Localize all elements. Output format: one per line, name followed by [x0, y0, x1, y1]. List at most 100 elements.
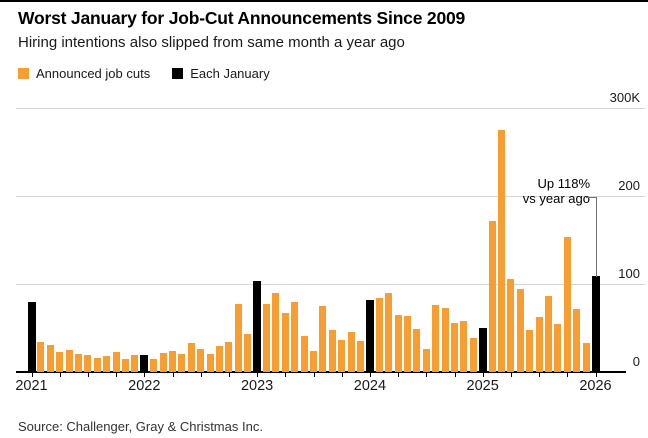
bar-nov-2024	[460, 321, 468, 372]
x-axis-label-2026: 2026	[579, 378, 612, 394]
chart-title: Worst January for Job-Cut Announcements …	[18, 8, 466, 28]
bar-aug-2023	[319, 306, 327, 372]
x-axis-tick	[539, 373, 541, 377]
x-axis-tick	[510, 373, 512, 377]
bar-jun-2023	[300, 336, 308, 372]
bar-oct-2025	[563, 237, 571, 372]
source-note: Source: Challenger, Gray & Christmas Inc…	[18, 419, 263, 434]
bar-may-2022	[178, 354, 186, 372]
january-bar-jan-2024	[365, 300, 374, 372]
x-axis-tick	[341, 373, 343, 377]
bar-aug-2024	[432, 305, 440, 372]
bar-mar-2022	[159, 353, 167, 372]
bar-nov-2025	[573, 309, 581, 372]
x-axis-tick	[31, 373, 33, 377]
gridline-200	[16, 196, 645, 197]
annotation-connector-vertical	[596, 197, 597, 277]
bar-jun-2022	[187, 343, 195, 372]
bar-mar-2021	[46, 345, 54, 372]
x-axis-tick	[116, 373, 118, 377]
bar-feb-2022	[150, 359, 158, 372]
x-axis-label-2023: 2023	[240, 378, 274, 394]
x-axis-tick	[595, 373, 597, 377]
bar-dec-2023	[357, 341, 364, 372]
x-axis-tick	[567, 373, 569, 377]
bar-oct-2022	[225, 342, 233, 372]
bar-may-2025	[516, 289, 524, 372]
legend: Announced job cuts Each January	[18, 66, 270, 81]
x-axis-tick	[285, 373, 287, 377]
x-axis-tick	[313, 373, 315, 377]
bar-oct-2021	[112, 352, 120, 372]
x-axis-tick	[482, 373, 484, 377]
x-axis-label-2021: 2021	[15, 378, 48, 394]
x-axis-tick	[257, 373, 259, 377]
bar-aug-2022	[206, 354, 214, 372]
legend-label: Each January	[190, 66, 270, 81]
annotation-line1: Up 118%	[537, 176, 590, 191]
bar-mar-2024	[385, 293, 393, 372]
y-axis-label-0: 0	[632, 354, 640, 369]
bar-apr-2024	[394, 315, 402, 372]
bar-apr-2021	[56, 352, 64, 372]
bar-sep-2023	[328, 330, 336, 372]
bar-nov-2023	[347, 332, 355, 372]
legend-item-announced-job-cuts: Announced job cuts	[18, 66, 150, 81]
bar-dec-2022	[244, 334, 252, 372]
january-bar-jan-2021	[27, 302, 36, 372]
legend-item-each-january: Each January	[172, 66, 270, 81]
bar-nov-2021	[122, 359, 129, 372]
x-axis-tick	[172, 373, 174, 377]
bar-jul-2021	[84, 355, 92, 372]
x-axis-tick	[369, 373, 371, 377]
bar-jun-2025	[526, 330, 534, 372]
x-axis-tick	[59, 373, 61, 377]
bar-jun-2024	[413, 329, 421, 372]
bar-sep-2022	[216, 346, 223, 372]
january-bar-jan-2023	[253, 281, 262, 372]
x-axis-line	[16, 371, 626, 373]
y-axis-label-200: 200	[618, 178, 640, 193]
legend-label: Announced job cuts	[36, 66, 151, 81]
x-axis-label-2022: 2022	[128, 378, 161, 394]
bar-may-2024	[404, 316, 411, 372]
bar-aug-2025	[545, 296, 552, 372]
x-axis-label-2024: 2024	[353, 378, 387, 394]
bar-oct-2024	[451, 323, 458, 372]
x-axis-tick	[228, 373, 230, 377]
january-bar-jan-2022	[140, 355, 149, 372]
bar-dec-2021	[131, 355, 139, 372]
annotation-connector-horizontal	[586, 197, 597, 198]
bar-jul-2023	[310, 351, 317, 372]
bar-feb-2023	[263, 304, 270, 372]
january-bar-jan-2026	[591, 276, 600, 372]
bar-feb-2024	[375, 298, 383, 372]
top-rule	[0, 0, 648, 2]
y-axis-label-100: 100	[618, 266, 640, 281]
x-axis-tick	[454, 373, 456, 377]
x-axis-tick	[144, 373, 146, 377]
bar-oct-2023	[338, 340, 346, 372]
bar-mar-2023	[272, 293, 280, 372]
bar-jun-2021	[75, 354, 82, 372]
bar-may-2021	[65, 350, 73, 372]
gridline-300K	[16, 108, 645, 109]
bar-jul-2025	[535, 317, 543, 372]
bar-dec-2024	[469, 338, 477, 372]
each-january-swatch-icon	[172, 68, 184, 79]
bar-sep-2025	[554, 324, 562, 372]
x-axis-tick	[398, 373, 400, 377]
bar-mar-2025	[498, 130, 505, 372]
bar-apr-2023	[281, 313, 289, 372]
bar-aug-2021	[93, 358, 101, 372]
x-axis-tick	[87, 373, 89, 377]
x-axis-tick	[426, 373, 428, 377]
bar-dec-2025	[582, 343, 590, 372]
chart-subtitle: Hiring intentions also slipped from same…	[18, 34, 405, 51]
x-axis-tick	[200, 373, 202, 377]
bar-jul-2022	[197, 349, 205, 372]
gridline-100	[16, 284, 645, 285]
y-axis-label-300K: 300K	[609, 90, 640, 105]
bar-apr-2025	[507, 279, 515, 372]
